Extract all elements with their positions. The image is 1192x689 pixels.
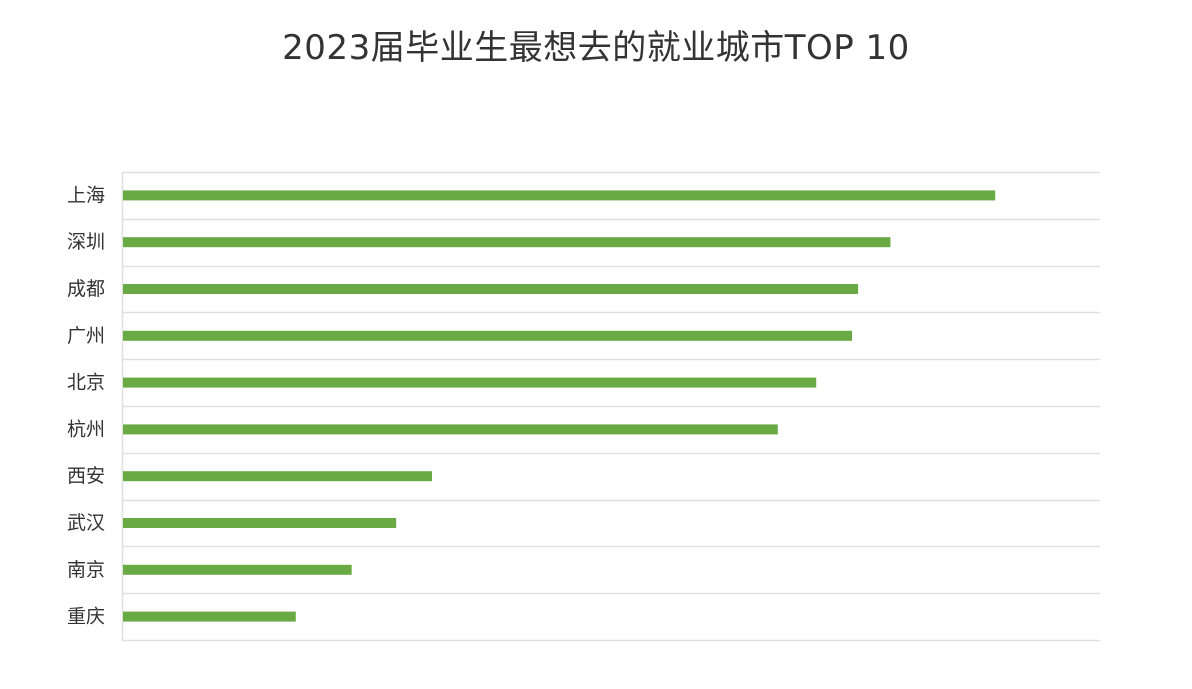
bar-3 — [123, 330, 853, 341]
category-label-7: 武汉 — [67, 512, 105, 534]
category-label-2: 成都 — [67, 278, 105, 300]
chart-title: 2023届毕业生最想去的就业城市TOP 10 — [282, 28, 910, 68]
category-label-1: 深圳 — [67, 231, 105, 253]
bar-8 — [123, 564, 352, 575]
bars — [123, 190, 996, 622]
bar-9 — [123, 611, 296, 622]
category-label-9: 重庆 — [67, 606, 105, 628]
bar-0 — [123, 190, 996, 201]
bar-2 — [123, 284, 859, 294]
category-label-5: 杭州 — [67, 418, 105, 440]
bar-6 — [123, 471, 432, 482]
bar-5 — [123, 424, 778, 435]
category-label-8: 南京 — [67, 559, 105, 581]
grid-lines — [121, 171, 1100, 642]
category-label-3: 广州 — [67, 325, 105, 347]
category-label-0: 上海 — [67, 184, 105, 206]
category-label-6: 西安 — [67, 465, 105, 487]
bar-1 — [123, 237, 891, 248]
bar-7 — [123, 518, 397, 528]
bar-4 — [123, 377, 817, 388]
category-label-4: 北京 — [67, 372, 105, 394]
